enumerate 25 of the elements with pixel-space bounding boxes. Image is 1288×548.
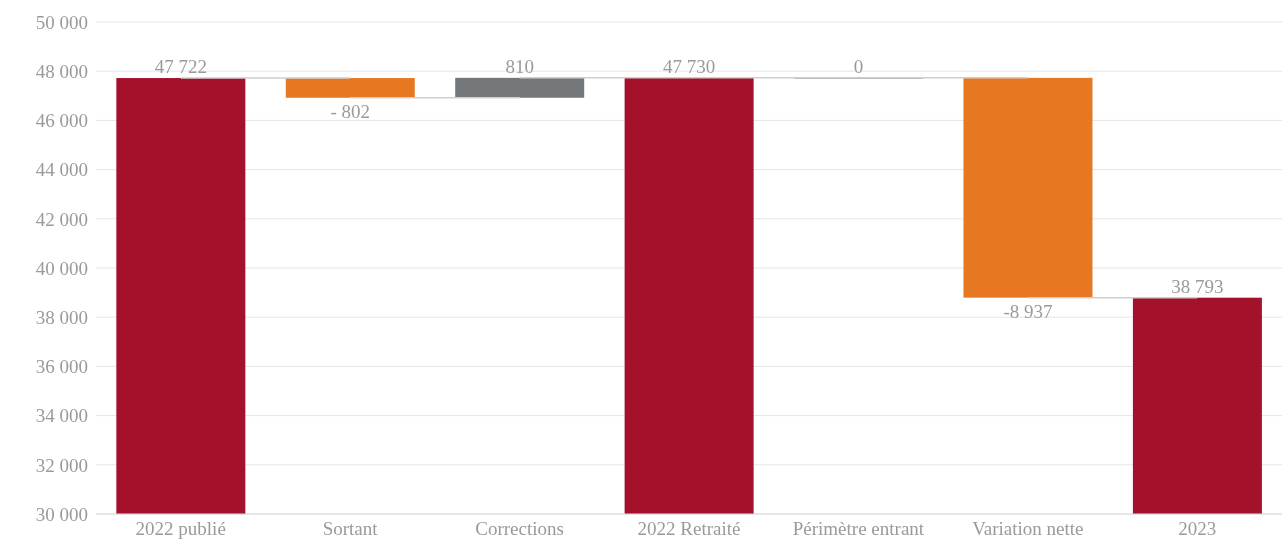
y-tick-label: 48 000 [35, 60, 88, 82]
data-label: 38 793 [1171, 275, 1224, 297]
x-tick-label: 2022 Retraité [637, 518, 741, 540]
y-tick-label: 40 000 [35, 257, 88, 279]
data-label: -8 937 [1003, 300, 1053, 322]
y-tick-label: 44 000 [35, 159, 88, 181]
y-tick-label: 46 000 [35, 110, 88, 132]
y-tick-label: 42 000 [35, 208, 88, 230]
x-tick-label: Variation nette [972, 518, 1084, 540]
y-tick-label: 38 000 [35, 306, 88, 328]
data-label: 47 730 [662, 55, 716, 77]
x-tick-label: 2023 [1178, 518, 1217, 540]
x-tick-label: Sortant [322, 518, 379, 540]
y-tick-label: 50 000 [35, 11, 88, 33]
x-tick-label: 2022 publié [135, 518, 226, 540]
data-label: 810 [505, 55, 534, 77]
x-tick-label: Périmètre entrant [792, 518, 925, 540]
data-label: - 802 [330, 100, 371, 122]
y-tick-label: 36 000 [35, 356, 88, 378]
x-tick-label: Corrections [475, 518, 564, 540]
y-tick-label: 32 000 [35, 454, 88, 476]
data-label: 0 [853, 55, 864, 77]
y-tick-label: 30 000 [35, 503, 88, 525]
data-label: 47 722 [154, 56, 207, 78]
y-tick-label: 34 000 [35, 405, 88, 427]
